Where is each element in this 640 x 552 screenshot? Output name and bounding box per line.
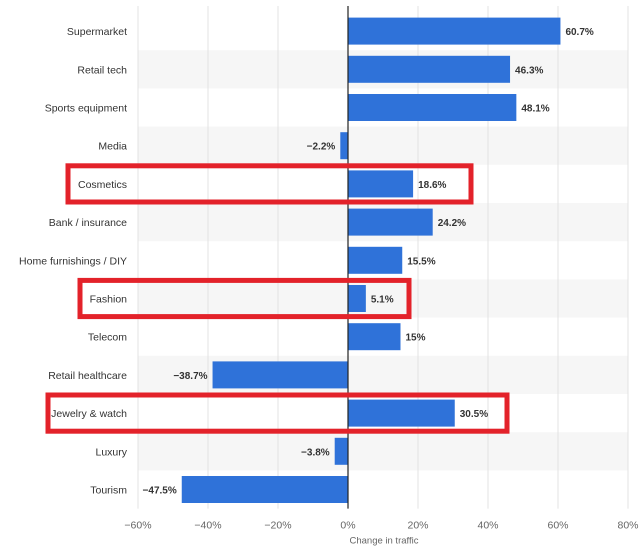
- bar: [334, 437, 348, 465]
- bar: [348, 94, 517, 121]
- row-band: [138, 126, 628, 165]
- category-label: Luxury: [95, 446, 127, 458]
- row-band: [138, 279, 628, 318]
- category-label: Media: [98, 141, 127, 153]
- category-label: Bank / insurance: [49, 217, 127, 229]
- category-label: Retail healthcare: [48, 370, 127, 382]
- category-label: Tourism: [90, 485, 127, 497]
- x-axis-ticks: −60% −40% −20% 0% 20% 40% 60% 80%: [124, 520, 638, 532]
- value-label: 48.1%: [521, 104, 549, 115]
- row-band: [138, 432, 628, 471]
- bar: [348, 399, 455, 427]
- bar: [348, 17, 561, 45]
- value-label: 30.5%: [460, 409, 488, 420]
- bar: [348, 170, 414, 198]
- x-tick-label: 80%: [617, 520, 638, 532]
- value-label: −3.8%: [301, 447, 330, 458]
- x-tick-label: 60%: [547, 520, 568, 532]
- value-label: 24.2%: [438, 218, 466, 229]
- highlight-box: [65, 163, 474, 205]
- category-label: Home furnishings / DIY: [19, 255, 127, 267]
- value-label: −38.7%: [173, 371, 207, 382]
- value-label: −47.5%: [143, 486, 177, 497]
- x-tick-label: −20%: [264, 520, 291, 532]
- bar: [348, 285, 366, 312]
- category-label: Jewelry & watch: [51, 408, 127, 420]
- x-tick-label: −40%: [194, 520, 221, 532]
- bar: [181, 476, 348, 503]
- x-tick-label: 40%: [477, 520, 498, 532]
- bars: [181, 17, 561, 503]
- category-labels: Supermarket Retail tech Sports equipment Me…: [19, 26, 128, 496]
- value-labels: 60.7% 46.3% 48.1% −2.2% 18.6% 24.2% 15.5% 5.1% 1…: [143, 27, 594, 496]
- row-band: [138, 355, 628, 394]
- x-axis-title: Change in traffic: [349, 536, 418, 547]
- value-label: −2.2%: [307, 142, 336, 153]
- category-label: Fashion: [90, 294, 128, 306]
- bar: [340, 132, 348, 160]
- category-label: Retail tech: [77, 64, 127, 76]
- highlight-box: [77, 277, 412, 320]
- highlight-boxes: [45, 163, 510, 434]
- value-label: 46.3%: [515, 65, 543, 76]
- bar: [348, 208, 433, 236]
- bar: [348, 246, 403, 274]
- bar: [348, 323, 401, 351]
- value-label: 60.7%: [565, 27, 593, 38]
- highlight-box: [45, 392, 510, 434]
- value-label: 18.6%: [418, 180, 446, 191]
- category-label: Supermarket: [67, 26, 127, 38]
- category-label: Telecom: [88, 332, 127, 344]
- x-tick-label: 0%: [340, 520, 355, 532]
- x-tick-label: 20%: [407, 520, 428, 532]
- bar: [212, 361, 348, 389]
- value-label: 5.1%: [371, 295, 394, 306]
- x-tick-label: −60%: [124, 520, 151, 532]
- category-label: Cosmetics: [78, 179, 127, 191]
- value-label: 15%: [406, 333, 426, 344]
- category-label: Sports equipment: [45, 103, 127, 115]
- bar: [348, 55, 511, 83]
- value-label: 15.5%: [407, 256, 435, 267]
